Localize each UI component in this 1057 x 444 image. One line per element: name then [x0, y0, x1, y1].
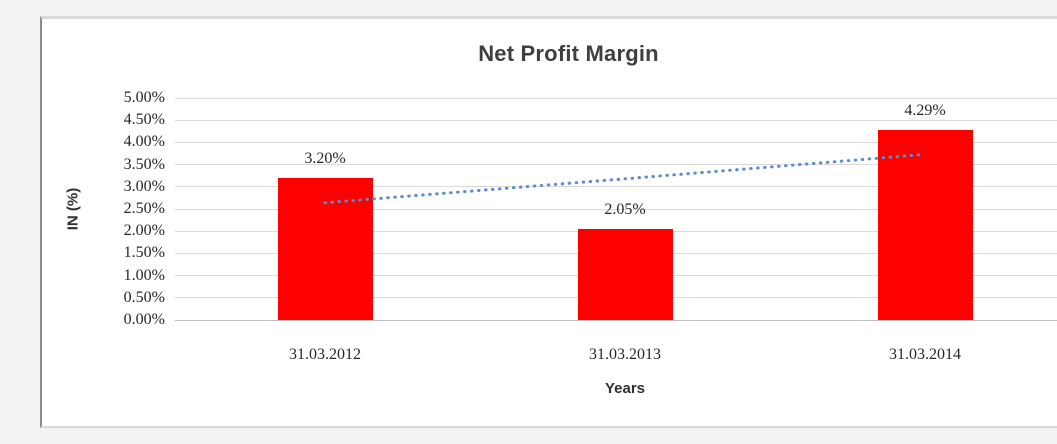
x-tick-label: 31.03.2013: [589, 346, 661, 363]
y-tick-label: 3.00%: [123, 177, 165, 195]
data-label: 4.29%: [904, 101, 946, 119]
x-tick-label: 31.03.2012: [289, 346, 361, 363]
gridline: [175, 119, 1057, 121]
x-tick-label: 31.03.2014: [889, 346, 961, 363]
y-tick-label: 4.50%: [123, 111, 165, 129]
gridline: [175, 97, 1057, 99]
gridline: [175, 186, 1057, 188]
y-tick-label: 4.00%: [123, 133, 165, 151]
trendline: [323, 152, 927, 205]
y-tick-label: 5.00%: [123, 89, 165, 106]
gridline: [175, 164, 1057, 166]
y-tick-label: 0.00%: [123, 311, 165, 328]
net-profit-margin-chart: Net Profit Margin IN (%) 0.00% 0.50% 1.00%…: [40, 16, 1057, 428]
y-tick-label: 0.50%: [123, 288, 165, 306]
bar-31.03.2014: [877, 129, 973, 320]
y-tick-label: 2.50%: [123, 200, 165, 217]
gridline: [175, 141, 1057, 143]
data-label: 3.20%: [304, 149, 346, 167]
bar-31.03.2013: [577, 228, 673, 320]
trendline-layer: [323, 152, 927, 205]
x-axis-line: [175, 319, 1057, 321]
y-tick-label: 1.50%: [123, 244, 165, 262]
x-axis-title: Years: [604, 380, 646, 397]
data-label: 2.05%: [604, 200, 646, 218]
plot-area: [175, 97, 1057, 321]
gridline: [175, 208, 1057, 210]
y-tick-label: 3.50%: [123, 155, 165, 173]
y-tick-label: 1.00%: [123, 266, 165, 284]
chart-title: Net Profit Margin: [478, 41, 659, 66]
y-tick-label: 2.00%: [123, 222, 165, 240]
